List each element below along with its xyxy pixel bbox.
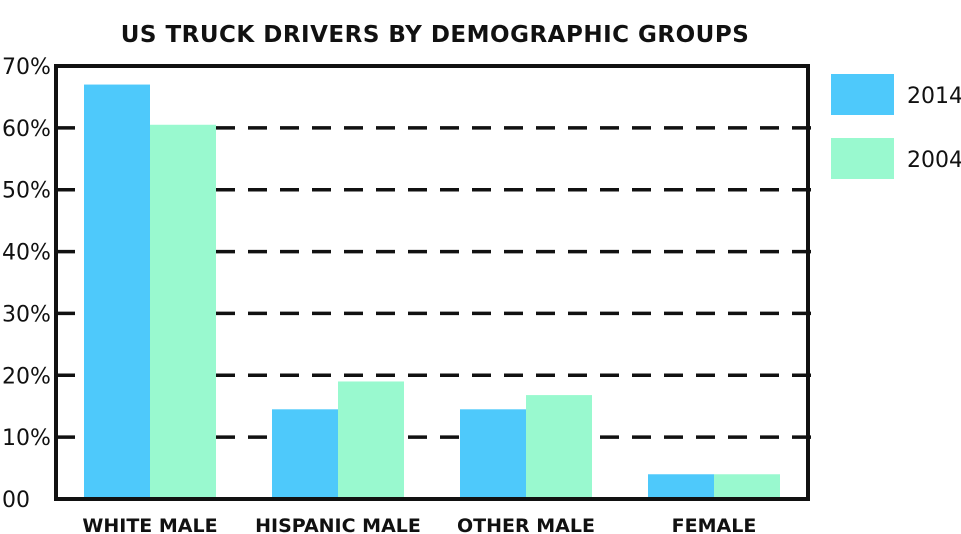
bar-2014 — [648, 474, 714, 499]
bar-2014 — [84, 84, 150, 500]
bar-2004 — [338, 381, 404, 499]
y-tick-label: 20% — [2, 364, 51, 389]
x-tick-label: OTHER MALE — [457, 515, 595, 534]
y-tick-label: 10% — [2, 426, 51, 451]
bar-2004 — [150, 124, 216, 499]
chart-title: US TRUCK DRIVERS BY DEMOGRAPHIC GROUPS — [121, 22, 750, 48]
bar-2004 — [714, 474, 780, 499]
y-tick-label: 30% — [2, 302, 51, 327]
y-tick-label: 00 — [2, 488, 30, 513]
bar-2014 — [272, 409, 338, 499]
legend-label: 2004 — [907, 148, 961, 173]
x-tick-label: HISPANIC MALE — [255, 515, 421, 534]
y-tick-label: 40% — [2, 241, 51, 266]
legend-label: 2014 — [907, 84, 961, 109]
y-tick-label: 70% — [2, 55, 51, 80]
bar-2004 — [526, 395, 592, 499]
bar-2014 — [460, 409, 526, 499]
legend-swatch-2014 — [831, 74, 894, 115]
y-tick-label: 60% — [2, 117, 51, 142]
legend: 2014 2004 — [831, 74, 961, 179]
x-tick-label: WHITE MALE — [82, 515, 217, 534]
legend-swatch-2004 — [831, 138, 894, 179]
y-tick-label: 50% — [2, 179, 51, 204]
x-tick-label: FEMALE — [672, 515, 757, 534]
bars — [84, 84, 780, 500]
plot-area-frame — [54, 64, 810, 501]
x-axis-ticks: WHITE MALE HISPANIC MALE OTHER MALE FEMALE — [82, 515, 756, 534]
y-axis-ticks: 00 10% 20% 30% 40% 50% 60% 70% — [2, 55, 51, 513]
